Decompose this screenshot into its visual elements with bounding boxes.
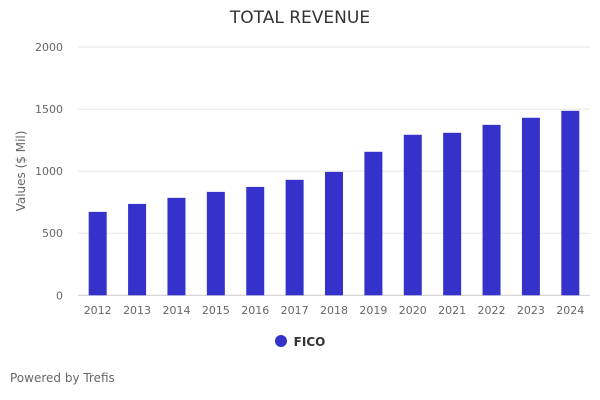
- credit-text: Powered by Trefis: [10, 371, 115, 385]
- y-tick-label: 1000: [35, 165, 63, 178]
- bar-2022: [482, 124, 501, 296]
- x-tick-label: 2018: [320, 304, 348, 317]
- bar-2020: [403, 134, 422, 296]
- bar-2019: [364, 151, 383, 296]
- y-tick-label: 2000: [35, 41, 63, 54]
- x-tick-label: 2013: [123, 304, 151, 317]
- legend-label-fico: FICO: [293, 335, 326, 349]
- x-tick-label: 2016: [241, 304, 269, 317]
- y-tick-label: 0: [56, 289, 63, 302]
- legend-marker-fico: [274, 335, 287, 347]
- chart-title: TOTAL REVENUE: [229, 8, 371, 28]
- y-tick-label: 500: [42, 227, 63, 240]
- x-tick-label: 2019: [359, 304, 387, 317]
- bar-2015: [206, 191, 225, 296]
- x-tick-label: 2015: [202, 304, 230, 317]
- bar-2023: [521, 117, 540, 296]
- y-axis-label: Values ($ Mil): [14, 131, 28, 212]
- bar-2014: [167, 197, 186, 296]
- bar-2021: [443, 132, 462, 296]
- bar-2024: [561, 110, 580, 296]
- x-tick-label: 2014: [162, 304, 190, 317]
- y-tick-label: 1500: [35, 103, 63, 116]
- x-tick-label: 2024: [556, 304, 584, 317]
- x-tick-label: 2017: [281, 304, 309, 317]
- x-tick-label: 2022: [478, 304, 506, 317]
- bar-2016: [246, 186, 265, 296]
- legend[interactable]: FICO: [0, 335, 600, 349]
- x-tick-label: 2023: [517, 304, 545, 317]
- x-tick-label: 2020: [399, 304, 427, 317]
- bar-2017: [285, 179, 304, 296]
- bar-2012: [88, 211, 107, 296]
- x-tick-label: 2021: [438, 304, 466, 317]
- bar-2018: [325, 171, 343, 296]
- bar-2013: [128, 203, 147, 296]
- x-tick-label: 2012: [84, 304, 112, 317]
